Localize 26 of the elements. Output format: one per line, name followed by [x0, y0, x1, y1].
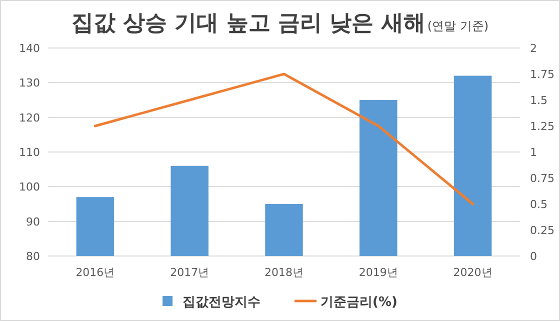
- x-tick-label: 2016년: [76, 266, 115, 279]
- y-tick-label: 90: [26, 215, 40, 228]
- y2-tick-label: 2: [530, 42, 537, 55]
- y-tick-label: 140: [19, 42, 40, 55]
- legend-label: 기준금리(%): [320, 295, 398, 310]
- y2-tick-label: 0.25: [530, 224, 554, 237]
- y-tick-label: 100: [19, 180, 40, 194]
- y-tick-label: 130: [19, 76, 40, 90]
- x-tick-label: 2018년: [264, 266, 304, 279]
- chart-subtitle: (연말 기준): [427, 19, 489, 33]
- y2-tick-label: 1.25: [530, 120, 554, 133]
- x-tick-label: 2019년: [358, 266, 398, 279]
- line-series: [94, 72, 474, 206]
- x-tick-label: 2020년: [453, 266, 492, 279]
- y-tick-label: 80: [26, 250, 40, 263]
- y-tick-label: 120: [19, 111, 40, 124]
- y2-tick-label: 1: [530, 146, 537, 159]
- legend-label: 집값전망지수: [182, 295, 261, 310]
- y2-tick-label: 0.5: [530, 198, 548, 211]
- y2-tick-label: 1.75: [530, 68, 554, 81]
- x-tick-label: 2017년: [170, 266, 210, 279]
- y-tick-label: 110: [19, 146, 40, 159]
- y2-tick-label: 0: [530, 250, 537, 263]
- chart-title: 집값 상승 기대 높고 금리 낮은 새해: [71, 11, 426, 36]
- y2-tick-label: 0.75: [530, 172, 554, 185]
- y2-tick-label: 1.5: [530, 94, 548, 107]
